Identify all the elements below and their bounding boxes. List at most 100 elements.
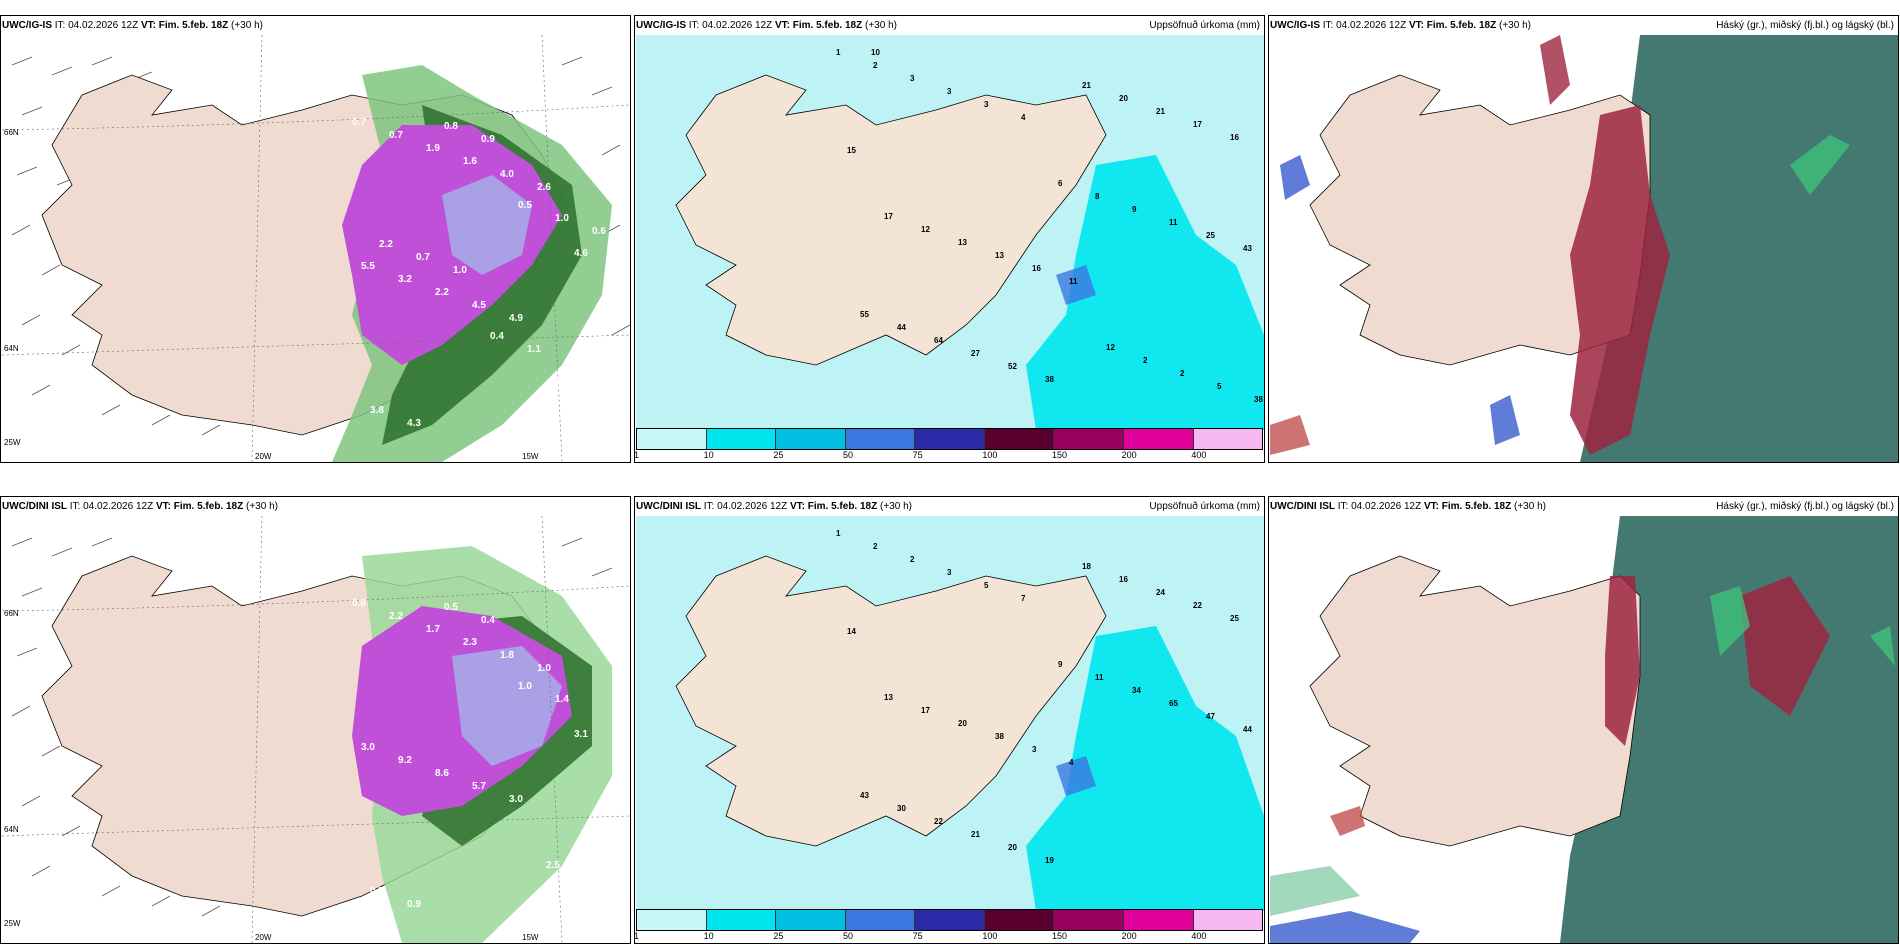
map-value-label: 19 (1045, 856, 1054, 865)
lon-label-20: 20W (255, 452, 272, 461)
map-value-label: 3 (947, 87, 952, 96)
map-value-label: 1.6 (463, 156, 477, 167)
map-value-label: 4.5 (472, 300, 486, 311)
legend-swatch (845, 429, 916, 449)
legend-swatch (706, 429, 777, 449)
precip-legend: 1 10 25 50 75 100 150 200 400 (635, 909, 1263, 943)
map-value-label: 4.9 (509, 313, 523, 324)
map-value-label: 1.0 (555, 213, 569, 224)
cloud-blue (1270, 911, 1420, 943)
precip-blue (1056, 265, 1096, 305)
cloud-red-2 (1540, 35, 1570, 105)
legend-swatch (637, 910, 707, 930)
map-value-label: 1.7 (426, 624, 440, 635)
map-value-label: 2.6 (537, 182, 551, 193)
map-value-label: 17 (921, 706, 930, 715)
panel-clouds-ig: UWC/IG-IS IT: 04.02.2026 12Z VT: Fim. 5.… (1268, 15, 1899, 463)
map-value-label: 43 (860, 791, 869, 800)
map-value-label: 20 (1008, 843, 1017, 852)
map-value-label: 21 (1156, 107, 1165, 116)
legend-swatch (1193, 910, 1263, 930)
map-value-label: 25 (1230, 614, 1239, 623)
lat-label-66: 66N (4, 609, 19, 618)
legend-swatch (915, 429, 985, 449)
map-value-label: 8.6 (435, 768, 449, 779)
map-value-label: 1.8 (500, 650, 514, 661)
map-value-label: 12 (1106, 343, 1115, 352)
legend-tick: 150 (1052, 931, 1068, 941)
legend-swatch (845, 910, 916, 930)
cloud-map (1270, 516, 1898, 943)
map-value-label: 5 (984, 581, 989, 590)
legend-swatch (1054, 910, 1124, 930)
map-value-label: 2.2 (379, 239, 393, 250)
map-value-label: 0.7 (389, 130, 403, 141)
map-value-label: 11 (1095, 673, 1104, 682)
map-value-label: 2.5 (546, 860, 560, 871)
cloud-green-2 (1270, 866, 1360, 916)
legend-swatch (984, 429, 1055, 449)
map-value-label: 3.0 (509, 794, 523, 805)
map-value-label: 52 (1008, 362, 1017, 371)
map-value-label: 44 (1243, 725, 1252, 734)
legend-tick: 150 (1052, 450, 1068, 460)
graticule (2, 516, 630, 943)
iceland-land (675, 555, 1107, 847)
legend-tick: 75 (912, 450, 923, 460)
legend-tick: 50 (843, 931, 854, 941)
map-value-label: 9 (1058, 660, 1063, 669)
panel-header: UWC/DINI ISL IT: 04.02.2026 12Z VT: Fim.… (2, 501, 278, 512)
map-value-label: 25 (1206, 231, 1215, 240)
map-value-label: 1.1 (583, 873, 597, 884)
map-value-label: 2 (873, 542, 878, 551)
map-value-label: 16 (1230, 133, 1239, 142)
snow-value-labels: 0.7 0.7 1.9 1.6 4.0 2.6 4.6 5.5 3.2 2.2 4.5 4.9 5.2 8… (352, 117, 606, 429)
panel-header: UWC/IG-IS IT: 04.02.2026 12Z VT: Fim. 5.… (2, 20, 263, 31)
map-value-label: 1.0 (537, 663, 551, 674)
cloud-green (1710, 586, 1895, 666)
precip-heavy (1026, 626, 1264, 911)
panel-clouds-dini: UWC/DINI ISL IT: 04.02.2026 12Z VT: Fim.… (1268, 496, 1899, 944)
map-value-label: 27 (971, 349, 980, 358)
map-value-label: 3.0 (361, 742, 375, 753)
precip-map: 1223579113465474443302221201918162422251… (636, 516, 1264, 911)
snow-lavender (442, 175, 532, 275)
map-value-label: 13 (958, 238, 967, 247)
legend-tick: 400 (1191, 450, 1207, 460)
map-value-label: 3 (910, 74, 915, 83)
precip-blue (1056, 756, 1096, 796)
map-value-label: 22 (934, 817, 943, 826)
panel-snow-dini: UWC/DINI ISL IT: 04.02.2026 12Z VT: Fim.… (0, 496, 631, 944)
panel-header: UWC/DINI ISL IT: 04.02.2026 12Z VT: Fim.… (636, 501, 1260, 512)
map-value-label: 10 (871, 48, 880, 57)
map-value-label: 2 (1143, 356, 1148, 365)
map-value-label: 9 (1132, 205, 1137, 214)
map-value-label: 1.1 (527, 344, 541, 355)
cloud-red (1605, 576, 1830, 746)
map-value-label: 1.9 (426, 143, 440, 154)
lat-label-64: 64N (4, 825, 19, 834)
map-value-label: 4.6 (574, 248, 588, 259)
map-value-label: 4 (1021, 113, 1026, 122)
lon-label-15: 15W (522, 452, 539, 461)
legend-tick: 200 (1121, 450, 1137, 460)
map-value-label: 2 (1180, 369, 1185, 378)
map-value-label: 4.3 (407, 418, 421, 429)
legend-swatch (706, 910, 777, 930)
cloud-blue (1280, 155, 1520, 445)
panel-precip-dini: UWC/DINI ISL IT: 04.02.2026 12Z VT: Fim.… (634, 496, 1265, 944)
map-value-label: 22 (1193, 601, 1202, 610)
map-value-label: 5.7 (472, 781, 486, 792)
snow-value-labels: 0.8 2.2 1.7 2.3 1.8 1.0 3.1 3.0 9.2 8.6 5.7 3.0 2.5 1… (352, 598, 597, 910)
panel-header: UWC/IG-IS IT: 04.02.2026 12Z VT: Fim. 5.… (1270, 20, 1894, 31)
cloud-red (1570, 105, 1670, 455)
precip-value-labels: 1223579113465474443302221201918162422251… (836, 529, 1252, 865)
legend-swatch (776, 910, 846, 930)
precip-legend: 1 10 25 50 75 100 150 200 400 (635, 428, 1263, 462)
legend-tick: 200 (1121, 931, 1137, 941)
map-value-label: 5.2 (546, 379, 560, 390)
cloud-green (1790, 135, 1850, 195)
legend-tick: 400 (1191, 931, 1207, 941)
panel-header: UWC/IG-IS IT: 04.02.2026 12Z VT: Fim. 5.… (636, 20, 1260, 31)
map-value-label: 16 (1032, 264, 1041, 273)
